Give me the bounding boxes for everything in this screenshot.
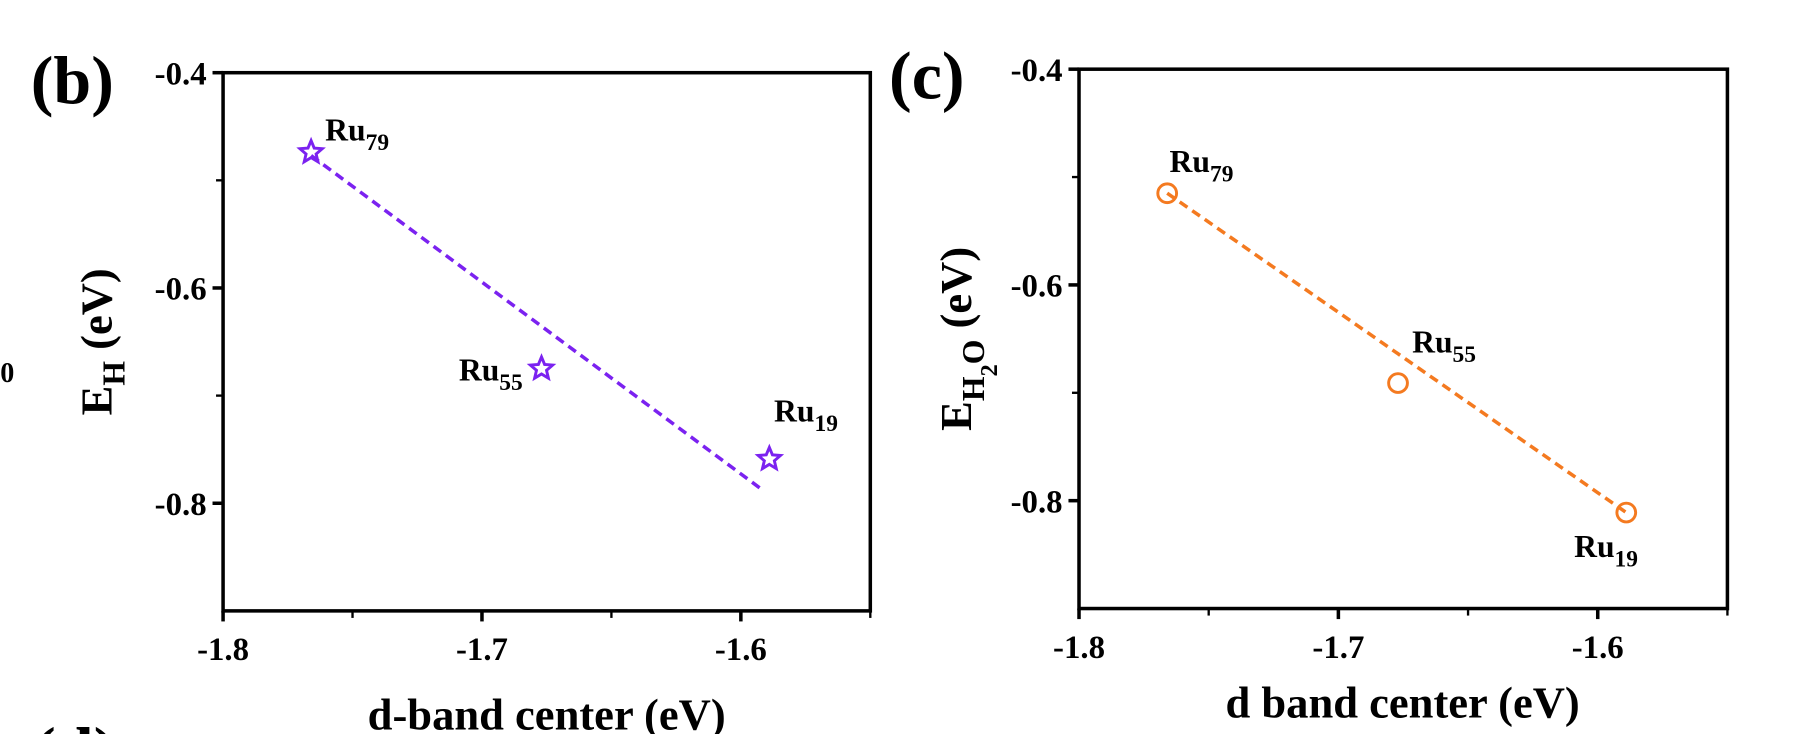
y-axis-label: EH (eV) bbox=[72, 268, 132, 415]
y-label-part: O bbox=[956, 340, 991, 365]
point bbox=[296, 136, 326, 165]
y-axis-label: EH2O (eV) bbox=[931, 247, 1003, 431]
point-label: Ru19 bbox=[1574, 529, 1638, 572]
edge-fragment: (d) bbox=[33, 713, 116, 734]
y-label-part: 2 bbox=[976, 364, 1003, 376]
point-label-sub: 19 bbox=[1615, 546, 1638, 572]
point-label-base: Ru bbox=[1574, 529, 1614, 564]
y-tick-label: -0.4 bbox=[155, 56, 207, 92]
point bbox=[526, 353, 557, 382]
y-label-part: (eV) bbox=[72, 268, 122, 361]
fit-line bbox=[310, 154, 763, 491]
y-tick-label: -0.8 bbox=[155, 487, 207, 523]
point-label-sub: 55 bbox=[499, 370, 522, 396]
x-tick-label: -1.8 bbox=[197, 632, 249, 668]
point-label-sub: 55 bbox=[1453, 342, 1476, 368]
y-tick-label: -0.4 bbox=[1011, 53, 1063, 89]
panel-label: (c) bbox=[889, 37, 964, 113]
x-tick-label: -1.6 bbox=[715, 632, 767, 668]
x-tick-label: -1.8 bbox=[1053, 630, 1105, 666]
plot-frame bbox=[1077, 67, 1730, 611]
point bbox=[754, 443, 785, 472]
point-label-base: Ru bbox=[459, 352, 499, 387]
y-tick-label: -0.6 bbox=[1011, 269, 1063, 305]
point-label: Ru79 bbox=[1170, 144, 1234, 187]
point-label-sub: 79 bbox=[1210, 162, 1233, 188]
y-label-part: H bbox=[956, 376, 991, 401]
edge-fragment: 0 bbox=[0, 358, 14, 389]
point-label: Ru55 bbox=[1412, 325, 1476, 368]
x-axis-label: d-band center (eV) bbox=[368, 689, 726, 734]
point-label: Ru19 bbox=[774, 394, 838, 437]
y-tick-label: -0.6 bbox=[155, 272, 207, 308]
y-label-part: E bbox=[931, 401, 981, 431]
point-label-base: Ru bbox=[1412, 325, 1452, 360]
x-tick-label: -1.7 bbox=[456, 632, 508, 668]
point bbox=[1387, 372, 1409, 394]
point bbox=[1156, 182, 1179, 205]
x-axis-label: d band center (eV) bbox=[1225, 678, 1579, 728]
point-label-base: Ru bbox=[325, 113, 365, 148]
x-tick-label: -1.6 bbox=[1572, 630, 1624, 666]
point-label-sub: 19 bbox=[814, 411, 837, 437]
y-label-part: (eV) bbox=[931, 247, 981, 340]
point-label: Ru79 bbox=[325, 113, 389, 156]
point-label-sub: 79 bbox=[366, 130, 389, 156]
plot-frame bbox=[221, 70, 873, 613]
fit-line bbox=[1166, 191, 1628, 514]
panel-label: (b) bbox=[31, 42, 114, 118]
point bbox=[1615, 501, 1638, 524]
y-label-part: E bbox=[72, 386, 122, 416]
x-tick-label: -1.7 bbox=[1312, 630, 1364, 666]
point-label: Ru55 bbox=[459, 352, 523, 395]
y-tick-label: -0.8 bbox=[1011, 484, 1063, 520]
y-label-part: H bbox=[97, 361, 132, 386]
point-label-base: Ru bbox=[1170, 144, 1210, 179]
point-label-base: Ru bbox=[774, 394, 814, 429]
